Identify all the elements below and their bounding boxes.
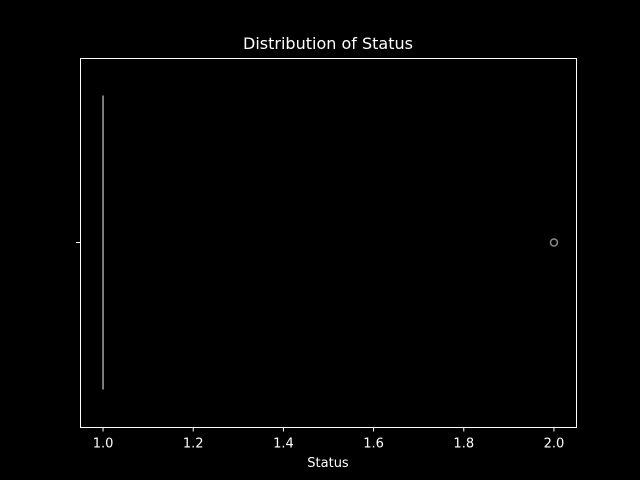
x-tick-label: 1.0 — [93, 437, 114, 452]
x-tick-label: 1.2 — [183, 437, 204, 452]
x-tick-label: 1.4 — [273, 437, 294, 452]
x-axis-label: Status — [307, 456, 349, 471]
x-axis-ticks: 1.0 1.2 1.4 1.6 1.8 2.0 — [93, 427, 565, 452]
chart-title: Distribution of Status — [243, 34, 413, 53]
x-tick-label: 1.6 — [363, 437, 384, 452]
x-tick-label: 2.0 — [544, 437, 565, 452]
outlier-point — [549, 238, 559, 247]
outlier-group — [549, 238, 559, 247]
plot-frame — [80, 58, 577, 428]
x-tick-label: 1.8 — [453, 437, 474, 452]
